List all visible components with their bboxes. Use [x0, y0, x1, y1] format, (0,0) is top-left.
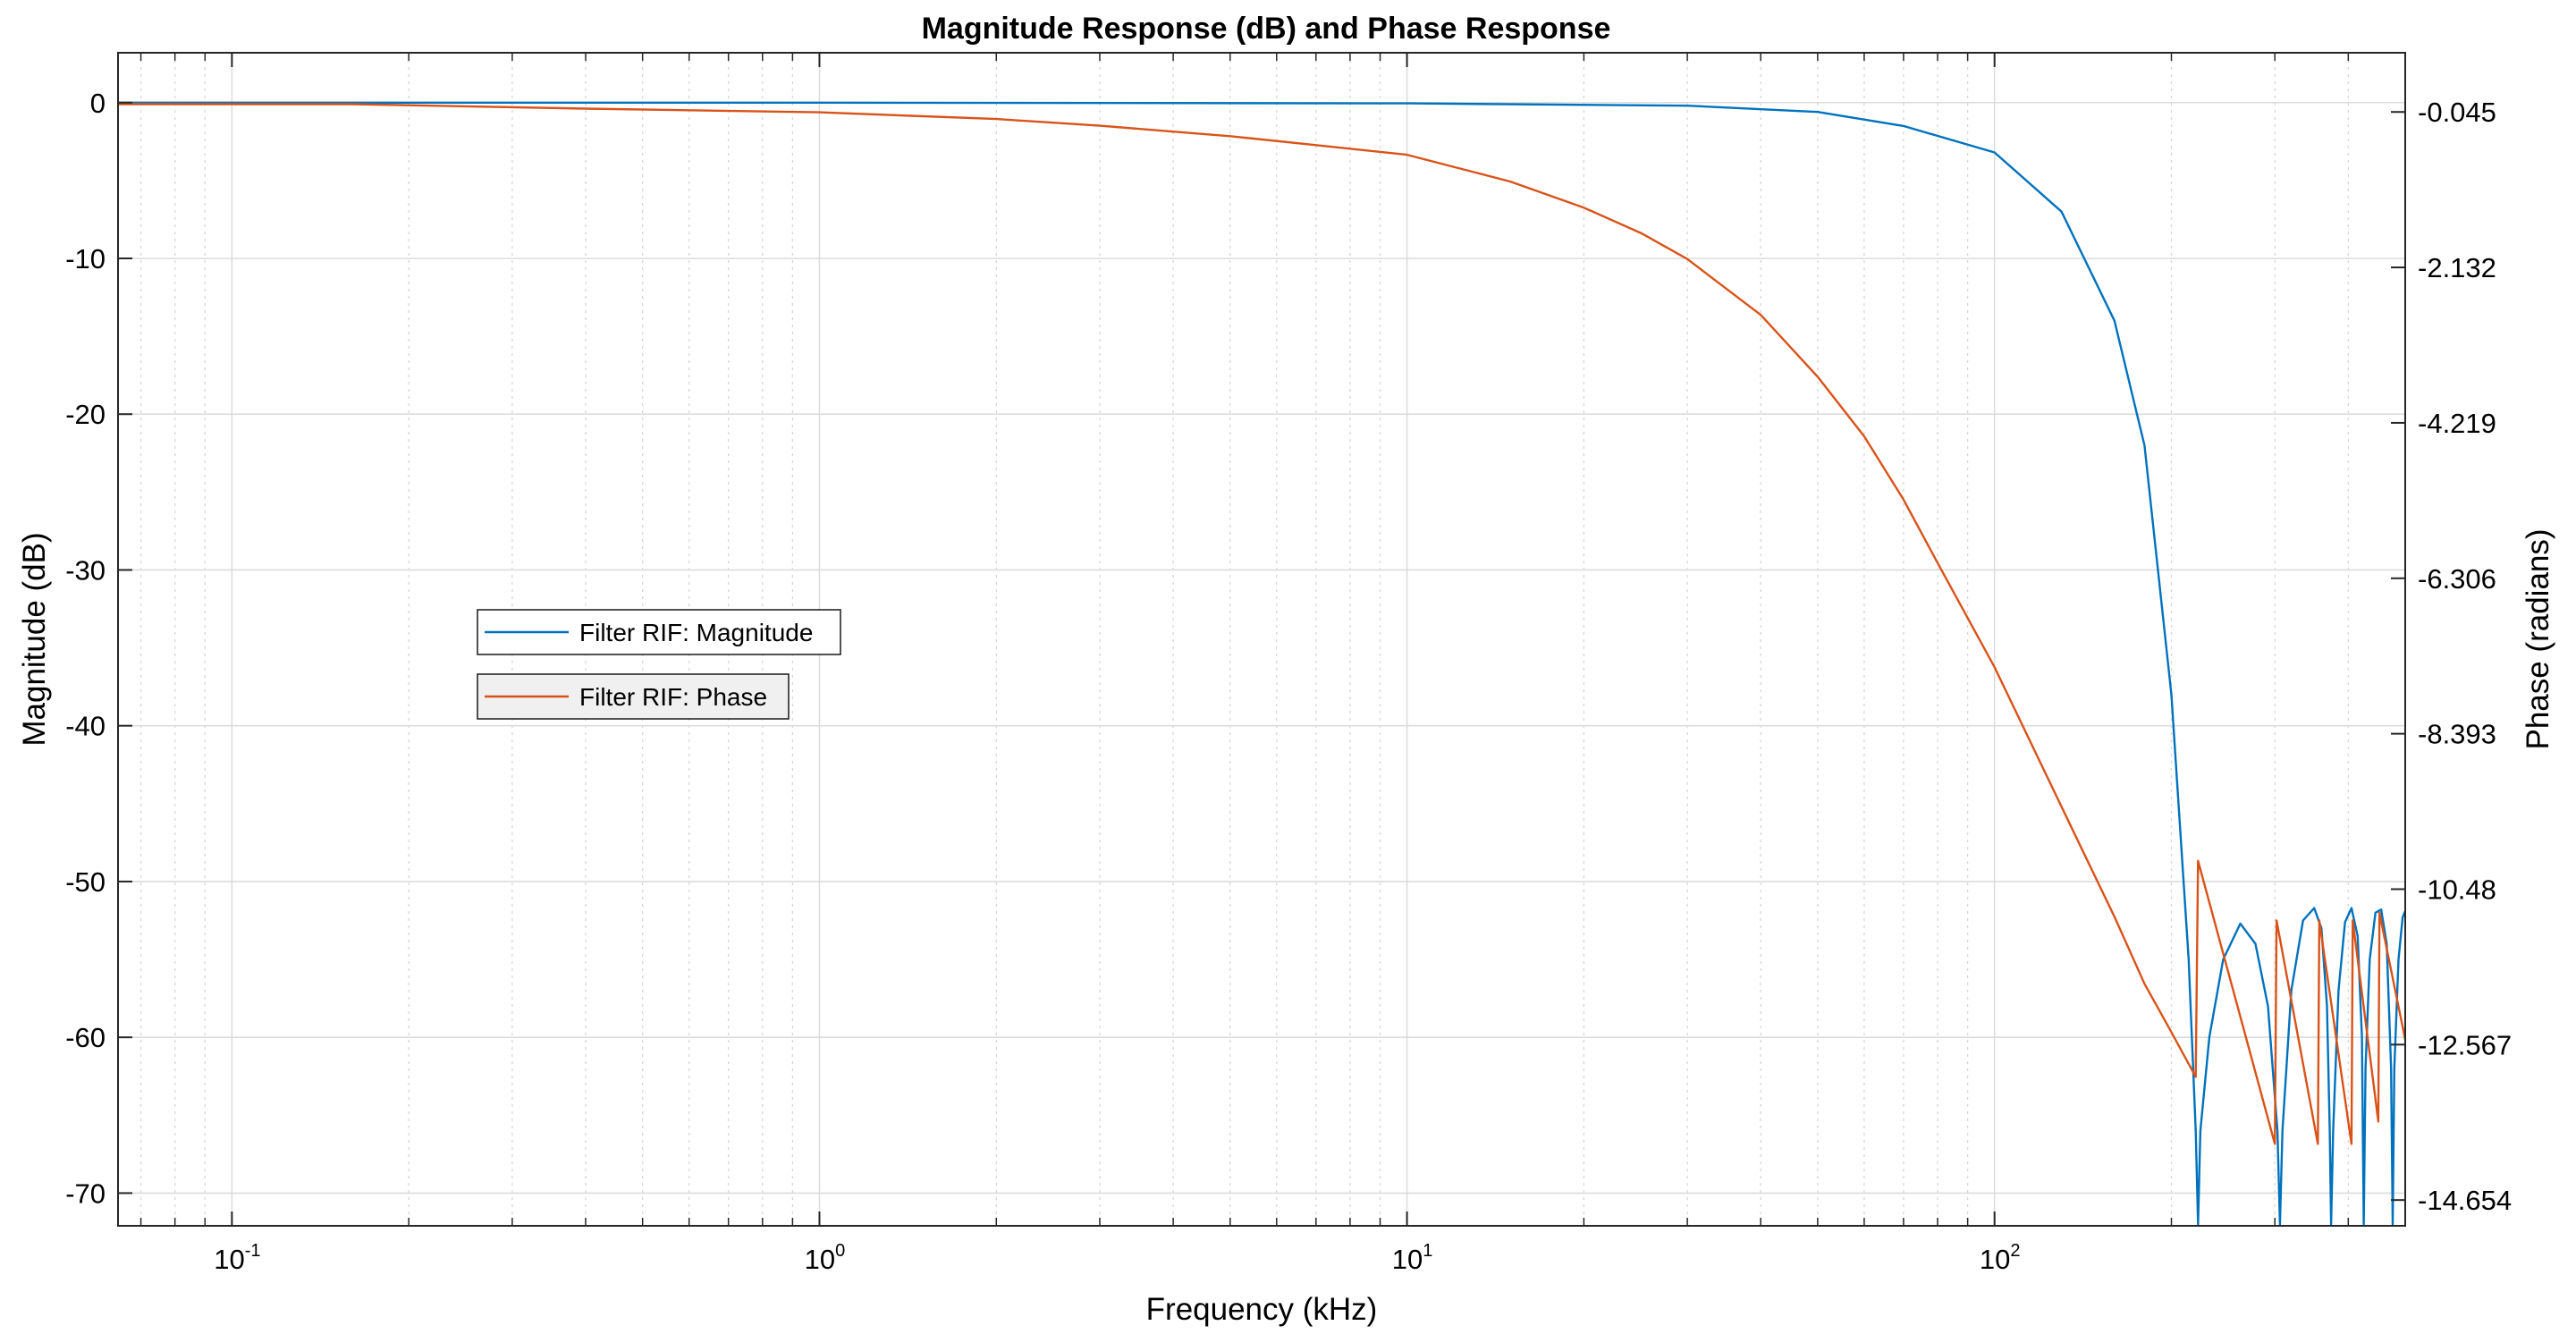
y-left-tick-label: -10 [65, 243, 106, 274]
y-right-tick-label: -2.132 [2418, 252, 2496, 283]
y-right-tick-labels: -0.045 -2.132 -4.219 -6.306 -8.393 -10.4… [2418, 97, 2512, 1216]
y-right-tick-label: -14.654 [2418, 1185, 2512, 1216]
y-right-tick-label: -6.306 [2418, 563, 2496, 595]
legend-entry-phase: Filter RIF: Phase [477, 673, 790, 720]
legend-label-magnitude: Filter RIF: Magnitude [579, 619, 813, 646]
x-tick-label: 102 [1980, 1241, 2021, 1275]
x-tick-labels: 10-1 100 101 102 [214, 1241, 2020, 1275]
y-right-tick-label: -10.48 [2418, 874, 2496, 905]
y-left-tick-label: -60 [65, 1022, 106, 1053]
chart-title: Magnitude Response (dB) and Phase Respon… [922, 12, 1611, 46]
plot-area [118, 53, 2405, 1226]
y-right-tick-label: -12.567 [2418, 1029, 2512, 1060]
axis-ticks [118, 53, 2405, 1226]
plot-border [117, 52, 2406, 1227]
y-left-tick-labels: 0 -10 -20 -30 -40 -50 -60 -70 [65, 88, 106, 1210]
series-magnitude-line [118, 101, 2407, 1226]
y-left-tick-label: -70 [65, 1178, 106, 1209]
legend-entry-magnitude: Filter RIF: Magnitude [477, 609, 841, 655]
series-layer [118, 101, 2407, 1226]
y-right-axis-label: Phase (radians) [2521, 528, 2555, 749]
y-left-tick-label: -20 [65, 399, 106, 430]
legend: Filter RIF: Magnitude Filter RIF: Phase [477, 609, 841, 720]
x-axis-label: Frequency (kHz) [1146, 1292, 1378, 1327]
x-tick-label: 101 [1392, 1241, 1433, 1275]
x-tick-label: 10-1 [214, 1241, 260, 1275]
y-left-tick-label: -50 [65, 866, 106, 898]
y-right-tick-label: -0.045 [2418, 97, 2496, 128]
y-left-tick-label: -40 [65, 711, 106, 742]
x-tick-label: 100 [805, 1241, 846, 1275]
y-right-tick-label: -4.219 [2418, 408, 2496, 439]
y-left-tick-label: -30 [65, 554, 106, 586]
y-right-tick-label: -8.393 [2418, 719, 2496, 750]
series-phase-line [118, 103, 2407, 1145]
y-left-tick-label: 0 [90, 88, 106, 119]
legend-label-phase: Filter RIF: Phase [579, 683, 767, 711]
y-left-axis-label: Magnitude (dB) [17, 532, 52, 746]
